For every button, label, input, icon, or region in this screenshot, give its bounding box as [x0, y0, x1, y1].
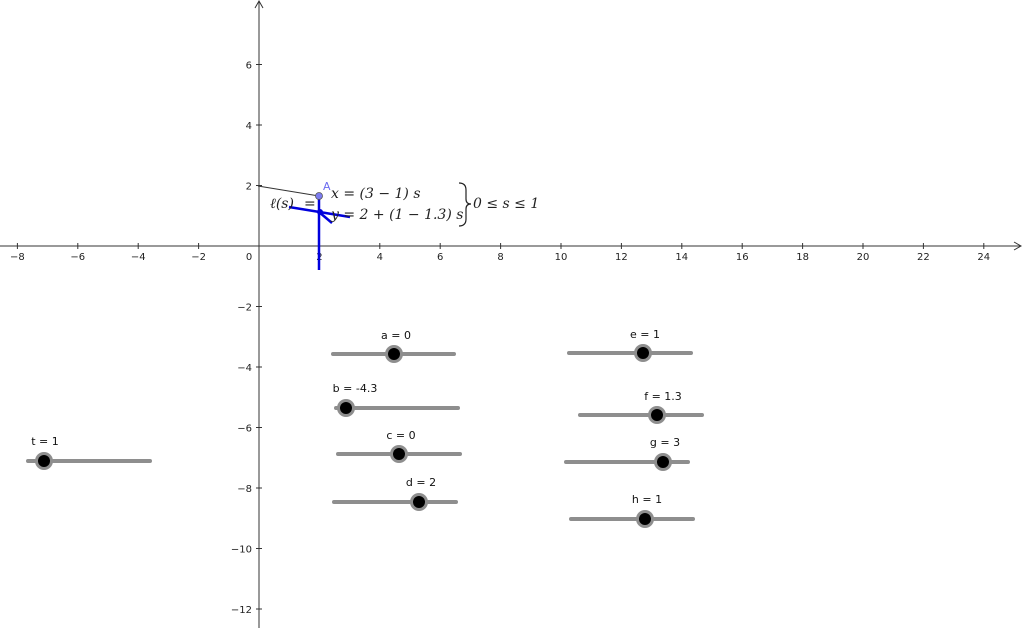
slider-knob[interactable]	[637, 347, 649, 359]
x-tick-label: −2	[191, 252, 206, 263]
slider-knob[interactable]	[340, 402, 352, 414]
slider-label: g = 3	[650, 436, 680, 449]
x-tick-label: 20	[857, 252, 870, 263]
slider-c[interactable]: c = 0	[336, 429, 462, 463]
slider-h[interactable]: h = 1	[569, 493, 695, 528]
y-tick-label: 2	[246, 182, 252, 193]
point-a-label: A	[323, 180, 331, 193]
slider-knob[interactable]	[38, 455, 50, 467]
slider-label: c = 0	[386, 429, 415, 442]
y-axis-arrow	[254, 0, 264, 9]
slider-a[interactable]: a = 0	[331, 329, 456, 363]
x-tick-label: 0	[246, 252, 252, 263]
y-tick-label: −12	[231, 605, 252, 616]
slider-label: a = 0	[381, 329, 411, 342]
x-tick-label: 10	[555, 252, 568, 263]
slider-knob[interactable]	[413, 496, 425, 508]
x-tick-label: 8	[497, 252, 503, 263]
curve-equals: =	[304, 196, 316, 212]
x-tick-label: 18	[796, 252, 809, 263]
slider-d[interactable]: d = 2	[332, 476, 458, 511]
curve-name: ℓ(s)	[270, 196, 294, 212]
x-tick-label: −6	[70, 252, 85, 263]
slider-b[interactable]: b = -4.3	[333, 382, 460, 417]
slider-label: e = 1	[630, 328, 660, 341]
slider-label: f = 1.3	[644, 390, 682, 403]
y-tick-label: 4	[246, 121, 252, 132]
x-tick-label: 6	[437, 252, 443, 263]
x-axis-ticks: −8−6−4−2024681012141618202224	[10, 243, 990, 263]
slider-label: h = 1	[632, 493, 662, 506]
y-axis-ticks: 6 4 2 −2 −4 −6 −8 −10 −12	[231, 61, 262, 616]
slider-knob[interactable]	[657, 456, 669, 468]
slider-knob[interactable]	[651, 409, 663, 421]
slider-e[interactable]: e = 1	[567, 328, 693, 362]
blue-point[interactable]	[317, 209, 323, 215]
y-tick-label: −8	[237, 484, 252, 495]
curve-y-equation: y = 2 + (1 − 1.3) s	[330, 207, 463, 223]
x-axis-arrow	[1013, 241, 1023, 251]
x-tick-label: 24	[977, 252, 990, 263]
y-tick-label: −10	[231, 545, 252, 556]
y-tick-label: −2	[237, 303, 252, 314]
slider-t[interactable]: t = 1	[26, 435, 152, 470]
x-tick-label: −4	[131, 252, 146, 263]
slider-f[interactable]: f = 1.3	[578, 390, 704, 424]
slider-knob[interactable]	[639, 513, 651, 525]
slider-knob[interactable]	[393, 448, 405, 460]
segment-to-a	[257, 185, 320, 197]
curve-condition: 0 ≤ s ≤ 1	[473, 196, 539, 212]
y-tick-label: −4	[237, 363, 252, 374]
x-tick-label: −8	[10, 252, 25, 263]
curve-brace	[458, 182, 472, 227]
slider-label: b = -4.3	[333, 382, 378, 395]
curve-x-equation: x = (3 − 1) s	[331, 186, 421, 202]
x-tick-label: 14	[675, 252, 688, 263]
x-tick-label: 4	[377, 252, 383, 263]
x-tick-label: 16	[736, 252, 749, 263]
slider-label: d = 2	[406, 476, 436, 489]
slider-g[interactable]: g = 3	[564, 436, 690, 471]
y-tick-label: −6	[237, 424, 252, 435]
slider-knob[interactable]	[388, 348, 400, 360]
slider-label: t = 1	[31, 435, 59, 448]
x-tick-label: 12	[615, 252, 628, 263]
point-a[interactable]	[315, 192, 323, 200]
x-tick-label: 22	[917, 252, 930, 263]
y-tick-label: 6	[246, 61, 252, 72]
